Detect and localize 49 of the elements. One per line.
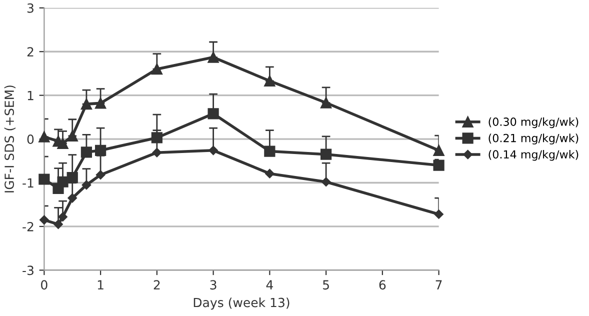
y-axis-title: IGF-I SDS (+SEM) — [4, 86, 16, 192]
legend-label: (0.14 mg/kg/wk) — [488, 150, 578, 161]
point — [40, 215, 49, 225]
x-tick-label: 4 — [266, 280, 273, 290]
legend-label: (0.21 mg/kg/wk) — [488, 134, 578, 144]
point — [80, 146, 92, 158]
point — [94, 98, 106, 109]
y-tick-label: -2 — [22, 222, 34, 232]
y-tick-label: 0 — [27, 134, 34, 144]
x-tick-label: 2 — [154, 280, 160, 290]
point — [66, 172, 78, 184]
x-axis-title: Days (week 13) — [194, 298, 290, 310]
point — [208, 146, 218, 156]
point — [434, 210, 444, 219]
point — [80, 98, 92, 110]
point — [151, 64, 162, 75]
point — [433, 144, 444, 156]
point — [433, 160, 444, 171]
x-tick-label: 1 — [98, 280, 104, 290]
point — [82, 180, 92, 190]
point — [54, 220, 63, 229]
point — [152, 148, 162, 158]
legend-label: (0.30 mg/kg/wk) — [488, 117, 578, 128]
point — [320, 97, 332, 108]
point — [320, 148, 332, 160]
y-tick-label: 2 — [27, 47, 34, 56]
point — [151, 132, 162, 144]
point — [58, 212, 68, 222]
point — [265, 168, 274, 178]
point — [264, 75, 276, 86]
point — [94, 144, 106, 156]
x-tick-label: 6 — [379, 280, 386, 290]
point — [38, 174, 50, 185]
point — [38, 131, 50, 142]
y-tick-label: -1 — [22, 178, 34, 188]
y-tick-label: 1 — [28, 90, 34, 100]
point — [208, 52, 219, 63]
y-tick-label: 3 — [27, 3, 34, 13]
x-tick-label: 5 — [323, 280, 329, 290]
x-tick-label: 3 — [210, 280, 216, 290]
x-tick-label: 0 — [41, 280, 48, 290]
point — [66, 130, 78, 142]
y-tick-label: -3 — [22, 266, 34, 276]
point — [264, 146, 276, 157]
x-tick-label: 7 — [436, 280, 442, 290]
point — [321, 177, 331, 187]
point — [96, 170, 106, 180]
point — [57, 176, 68, 188]
point — [208, 108, 219, 120]
